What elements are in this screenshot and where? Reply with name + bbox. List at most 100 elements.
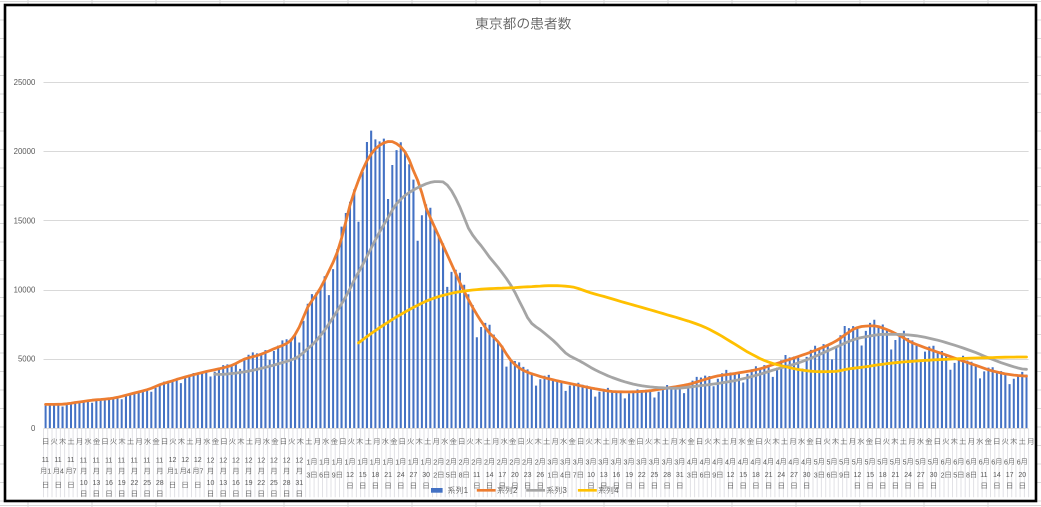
svg-text:12: 12	[181, 457, 189, 464]
svg-text:21: 21	[384, 472, 392, 479]
svg-text:4: 4	[700, 459, 704, 466]
svg-text:11: 11	[118, 457, 125, 464]
svg-text:16: 16	[232, 480, 240, 487]
svg-text:1: 1	[395, 459, 399, 466]
svg-text:11: 11	[67, 457, 74, 464]
svg-text:18: 18	[879, 472, 887, 479]
svg-text:4: 4	[725, 459, 729, 466]
svg-text:11: 11	[143, 457, 150, 464]
svg-text:6: 6	[1017, 459, 1021, 466]
svg-text:1: 1	[306, 459, 310, 466]
svg-text:3: 3	[306, 472, 310, 479]
svg-text:31: 31	[295, 480, 303, 487]
svg-text:12: 12	[194, 457, 202, 464]
svg-text:10: 10	[80, 480, 88, 487]
svg-text:7: 7	[200, 469, 204, 476]
svg-text:3: 3	[687, 472, 691, 479]
svg-text:5: 5	[953, 472, 957, 479]
svg-text:13: 13	[600, 472, 608, 479]
svg-text:11: 11	[131, 457, 138, 464]
svg-text:22: 22	[257, 480, 265, 487]
svg-text:11: 11	[80, 457, 87, 464]
svg-text:2: 2	[433, 459, 437, 466]
svg-text:5: 5	[446, 472, 450, 479]
svg-text:1: 1	[319, 459, 323, 466]
svg-text:12: 12	[854, 472, 862, 479]
svg-text:5: 5	[865, 459, 869, 466]
svg-text:6: 6	[319, 472, 323, 479]
svg-text:2: 2	[941, 472, 945, 479]
svg-text:6: 6	[953, 459, 957, 466]
svg-text:18: 18	[372, 472, 380, 479]
svg-text:8: 8	[966, 472, 970, 479]
svg-text:1: 1	[547, 472, 551, 479]
svg-text:28: 28	[283, 480, 291, 487]
svg-text:9: 9	[839, 472, 843, 479]
svg-text:9: 9	[712, 472, 716, 479]
svg-text:2: 2	[471, 459, 475, 466]
svg-text:19: 19	[118, 480, 126, 487]
svg-text:28: 28	[663, 472, 671, 479]
svg-text:24: 24	[777, 472, 785, 479]
svg-text:7: 7	[73, 469, 77, 476]
svg-text:31: 31	[676, 472, 684, 479]
svg-text:3: 3	[662, 459, 666, 466]
svg-text:1: 1	[332, 459, 336, 466]
svg-text:4: 4	[560, 472, 564, 479]
svg-text:27: 27	[790, 472, 798, 479]
svg-text:23: 23	[524, 472, 532, 479]
svg-text:4: 4	[614, 486, 619, 495]
svg-text:12: 12	[727, 472, 735, 479]
svg-text:6: 6	[941, 459, 945, 466]
svg-text:1: 1	[357, 459, 361, 466]
svg-text:5: 5	[928, 459, 932, 466]
svg-text:1: 1	[421, 459, 425, 466]
svg-text:3: 3	[636, 459, 640, 466]
svg-text:3: 3	[611, 459, 615, 466]
svg-text:4: 4	[763, 459, 767, 466]
svg-text:15: 15	[739, 472, 747, 479]
svg-text:3: 3	[814, 472, 818, 479]
svg-text:6: 6	[700, 472, 704, 479]
svg-text:2: 2	[535, 459, 539, 466]
svg-text:27: 27	[410, 472, 418, 479]
svg-text:12: 12	[283, 457, 291, 464]
svg-text:11: 11	[473, 472, 480, 479]
svg-text:19: 19	[245, 480, 253, 487]
svg-text:12: 12	[295, 457, 303, 464]
svg-text:28: 28	[156, 480, 164, 487]
svg-text:12: 12	[346, 472, 354, 479]
svg-text:1: 1	[383, 459, 387, 466]
svg-text:12: 12	[219, 457, 227, 464]
svg-text:3: 3	[624, 459, 628, 466]
svg-text:1: 1	[408, 459, 412, 466]
svg-text:12: 12	[257, 457, 265, 464]
svg-text:5: 5	[890, 459, 894, 466]
svg-text:19: 19	[625, 472, 633, 479]
svg-text:22: 22	[638, 472, 646, 479]
svg-text:22: 22	[131, 480, 139, 487]
svg-text:6: 6	[1004, 459, 1008, 466]
svg-text:7: 7	[573, 472, 577, 479]
svg-text:12: 12	[232, 457, 240, 464]
svg-text:15: 15	[359, 472, 367, 479]
svg-text:3: 3	[674, 459, 678, 466]
svg-text:11: 11	[42, 457, 49, 464]
svg-text:27: 27	[917, 472, 925, 479]
svg-text:6: 6	[979, 459, 983, 466]
svg-text:30: 30	[803, 472, 811, 479]
svg-text:4: 4	[788, 459, 792, 466]
svg-text:13: 13	[93, 480, 101, 487]
svg-text:12: 12	[270, 457, 278, 464]
svg-text:5: 5	[814, 459, 818, 466]
svg-text:10: 10	[207, 480, 215, 487]
svg-text:5: 5	[839, 459, 843, 466]
svg-text:14: 14	[486, 472, 494, 479]
svg-text:11: 11	[156, 457, 163, 464]
svg-text:5: 5	[903, 459, 907, 466]
svg-text:11: 11	[980, 472, 987, 479]
svg-text:5: 5	[852, 459, 856, 466]
svg-text:14: 14	[993, 472, 1001, 479]
svg-text:25: 25	[143, 480, 151, 487]
svg-text:10000: 10000	[14, 286, 36, 295]
